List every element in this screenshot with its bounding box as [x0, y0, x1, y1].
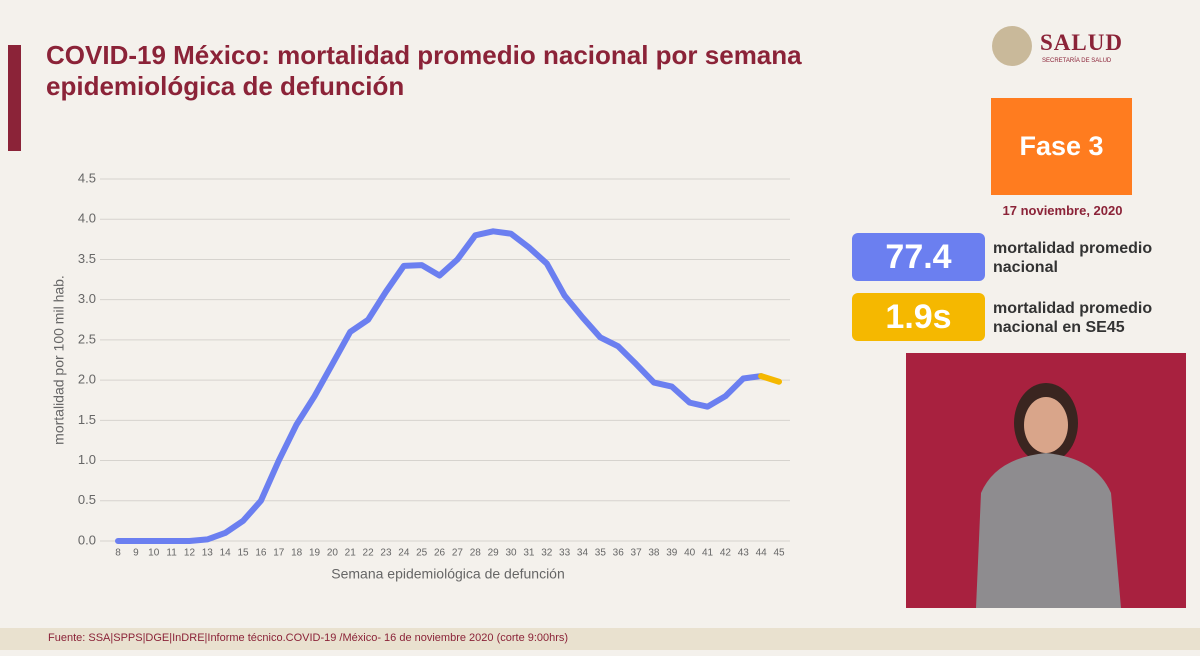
x-tick-label: 10: [148, 548, 160, 559]
x-tick-label: 42: [720, 548, 732, 559]
interpreter-video: [906, 353, 1186, 608]
x-tick-label: 18: [291, 548, 303, 559]
x-tick-label: 23: [380, 548, 392, 559]
x-tick-label: 28: [470, 548, 482, 559]
y-tick-label: 4.5: [78, 170, 96, 185]
y-tick-label: 1.0: [78, 452, 96, 467]
y-tick-label: 1.5: [78, 412, 96, 427]
x-tick-label: 38: [648, 548, 660, 559]
x-tick-label: 20: [327, 548, 339, 559]
source: Fuente: SSA|SPPS|DGE|InDRE|Informe técni…: [48, 632, 569, 644]
seal: [992, 26, 1032, 66]
x-tick-label: 22: [363, 548, 375, 559]
y-tick-label: 3.0: [78, 291, 96, 306]
x-tick-label: 15: [237, 548, 249, 559]
x-tick-label: 44: [756, 548, 768, 559]
x-tick-label: 9: [133, 548, 139, 559]
line-series: [115, 228, 765, 544]
chart-title: COVID-19 México: mortalidad promedio nac…: [46, 40, 802, 101]
x-tick-label: 31: [523, 548, 535, 559]
x-tick-label: 33: [559, 548, 571, 559]
x-tick-label: 12: [184, 548, 196, 559]
x-tick-label: 29: [488, 548, 500, 559]
x-tick-label: 37: [631, 548, 643, 559]
x-tick-label: 36: [613, 548, 625, 559]
phase-badge: Fase 3: [991, 98, 1132, 195]
stat-value: 77.4: [852, 233, 985, 281]
logo-subtext: SECRETARÍA DE SALUD: [1042, 58, 1112, 64]
x-tick-label: 40: [684, 548, 696, 559]
y-tick-label: 2.5: [78, 331, 96, 346]
accent-bar: [8, 45, 21, 151]
x-tick-label: 34: [577, 548, 589, 559]
footer-bar: [0, 628, 1200, 650]
y-tick-label: 0.5: [78, 492, 96, 507]
x-tick-label: 32: [541, 548, 553, 559]
x-tick-label: 39: [666, 548, 678, 559]
x-tick-label: 13: [202, 548, 214, 559]
x-axis-label: Semana epidemiológica de defunción: [331, 566, 565, 582]
interpreter: [976, 383, 1121, 608]
x-tick-label: 43: [738, 548, 750, 559]
x-tick-label: 17: [273, 548, 285, 559]
stat-label: mortalidad promedio nacional: [993, 240, 1153, 276]
logo: SALUD SECRETARÍA DE SALUD: [992, 26, 1142, 70]
line-series: [758, 373, 782, 385]
date: 17 noviembre, 2020: [1002, 203, 1123, 218]
x-tick-label: 16: [255, 548, 267, 559]
stat-value: 1.9s: [852, 293, 985, 341]
x-tick-label: 30: [505, 548, 517, 559]
y-tick-label: 2.0: [78, 372, 96, 387]
x-tick-label: 11: [166, 548, 177, 559]
x-tick-label: 35: [595, 548, 607, 559]
logo-text: SALUD: [1040, 30, 1123, 55]
x-tick-label: 14: [220, 548, 232, 559]
y-tick-label: 4.0: [78, 211, 96, 226]
y-axis-label: mortalidad por 100 mil hab.: [51, 275, 67, 445]
x-tick-label: 27: [452, 548, 464, 559]
stat-label: mortalidad promedio nacional en SE45: [993, 300, 1153, 336]
x-tick-label: 21: [345, 548, 357, 559]
x-tick-label: 26: [434, 548, 446, 559]
y-tick-label: 3.5: [78, 251, 96, 266]
x-tick-label: 19: [309, 548, 321, 559]
x-tick-label: 45: [773, 548, 785, 559]
y-tick-label: 0.0: [78, 532, 96, 547]
x-tick-label: 41: [702, 548, 714, 559]
x-tick-label: 24: [398, 548, 410, 559]
x-tick-label: 25: [416, 548, 428, 559]
x-tick-label: 8: [115, 548, 121, 559]
